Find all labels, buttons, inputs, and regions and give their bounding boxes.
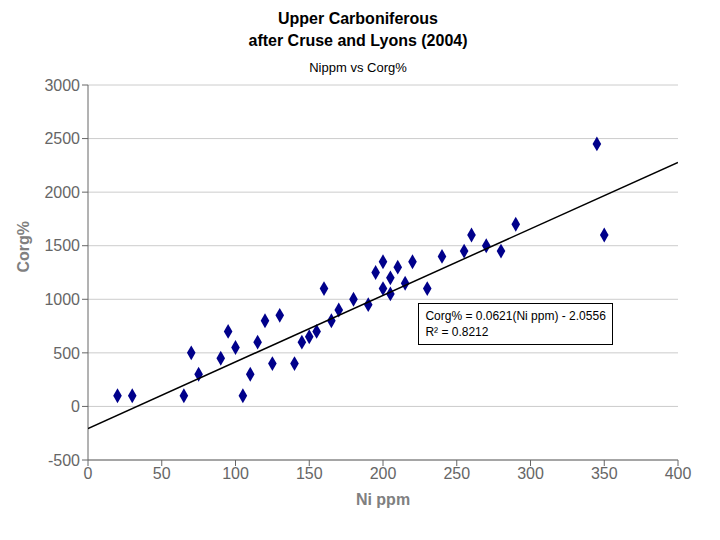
svg-text:400: 400 xyxy=(665,465,692,482)
svg-text:3000: 3000 xyxy=(44,77,80,94)
svg-text:500: 500 xyxy=(53,345,80,362)
html-text:R² = 0.8212: R² = 0.8212 xyxy=(425,324,489,339)
svg-text:0: 0 xyxy=(84,465,93,482)
svg-text:0: 0 xyxy=(71,398,80,415)
html-text:Nippm vs Corg%: Nippm vs Corg% xyxy=(309,60,407,75)
svg-text:50: 50 xyxy=(153,465,171,482)
svg-text:Corg%: Corg% xyxy=(15,221,32,273)
svg-text:1000: 1000 xyxy=(44,291,80,308)
svg-text:200: 200 xyxy=(370,465,397,482)
svg-text:-500: -500 xyxy=(48,452,80,469)
svg-text:100: 100 xyxy=(222,465,249,482)
svg-text:2500: 2500 xyxy=(44,130,80,147)
html-text:after Cruse and Lyons (2004): after Cruse and Lyons (2004) xyxy=(248,32,468,49)
svg-text:250: 250 xyxy=(443,465,470,482)
svg-text:300: 300 xyxy=(517,465,544,482)
svg-text:2000: 2000 xyxy=(44,184,80,201)
html-text:Upper Carboniferous: Upper Carboniferous xyxy=(278,10,438,27)
svg-text:1500: 1500 xyxy=(44,237,80,254)
svg-text:Ni ppm: Ni ppm xyxy=(356,491,410,508)
svg-text:350: 350 xyxy=(591,465,618,482)
html-text:Corg% = 0.0621(Ni ppm) - 2.055: Corg% = 0.0621(Ni ppm) - 2.0556 xyxy=(425,308,606,323)
svg-text:150: 150 xyxy=(296,465,323,482)
